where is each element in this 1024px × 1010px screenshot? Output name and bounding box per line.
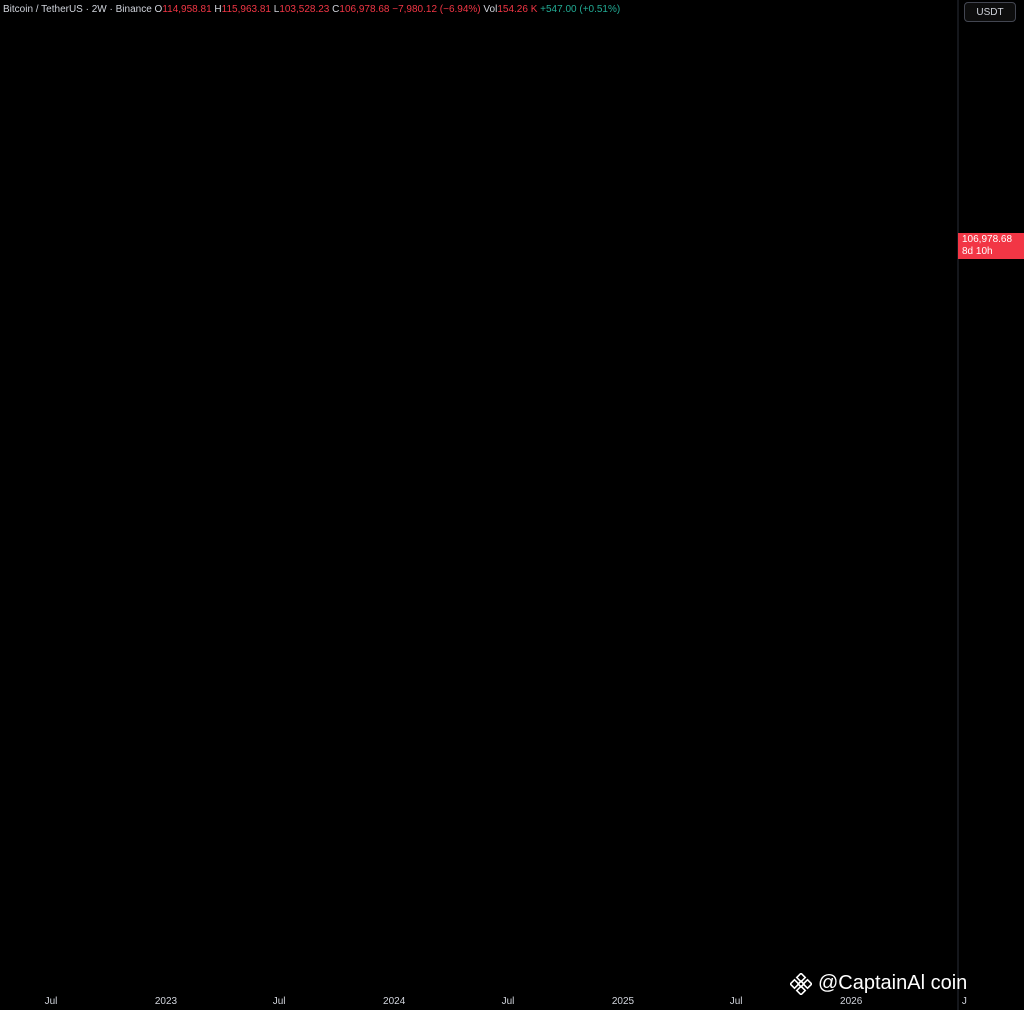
binance-logo-icon: [790, 972, 812, 995]
x-tick-label: Jul: [45, 996, 58, 1007]
change-value: −7,980.12 (−6.94%): [392, 4, 481, 15]
low-label: L: [273, 4, 280, 15]
high-value: 115,963.81: [221, 4, 271, 15]
volume-change: +547.00 (+0.51%): [540, 4, 621, 15]
currency-button[interactable]: USDT: [964, 2, 1016, 22]
watermark-text: @CaptainAl coin: [818, 972, 968, 994]
x-tick-label: 2026: [840, 996, 863, 1007]
x-tick-label: 2024: [383, 996, 406, 1007]
bar-countdown: 8d 10h: [962, 246, 993, 257]
chart-header: Bitcoin / TetherUS · 2W · Binance O114,9…: [3, 4, 620, 15]
close-label: C: [332, 4, 340, 15]
x-tick-label: J: [962, 996, 967, 1007]
x-tick-label: 2023: [155, 996, 178, 1007]
volume-value: 154.26 K: [497, 4, 538, 15]
open-value: 114,958.81: [162, 4, 212, 15]
x-tick-label: Jul: [273, 996, 286, 1007]
open-label: O: [154, 4, 163, 15]
high-label: H: [214, 4, 222, 15]
low-value: 103,528.23: [279, 4, 330, 15]
x-tick-label: 2025: [612, 996, 635, 1007]
watermark: @CaptainAl coin: [790, 972, 967, 995]
x-tick-label: Jul: [730, 996, 743, 1007]
last-price-tag: 106,978.68 8d 10h: [958, 233, 1024, 259]
last-price-value: 106,978.68: [962, 234, 1013, 245]
x-tick-label: Jul: [502, 996, 515, 1007]
volume-label: Vol: [483, 4, 498, 15]
close-value: 106,978.68: [339, 4, 390, 15]
symbol-label[interactable]: Bitcoin / TetherUS · 2W · Binance: [3, 4, 152, 15]
